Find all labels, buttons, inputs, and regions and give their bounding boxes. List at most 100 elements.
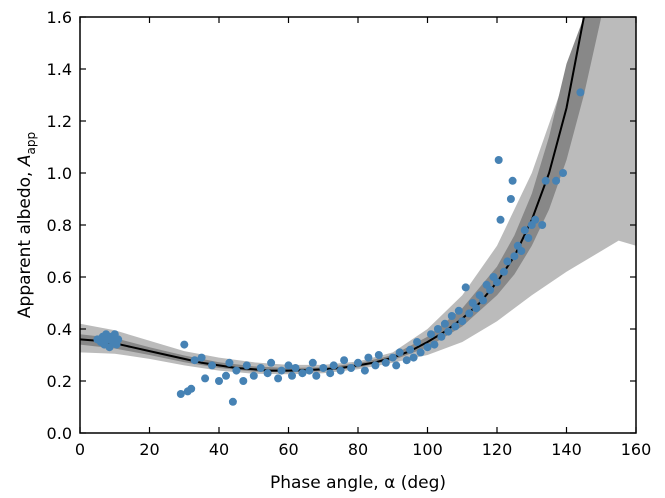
fit-curve-line <box>80 17 585 372</box>
data-point <box>510 252 519 261</box>
data-point <box>541 176 550 185</box>
data-point <box>531 215 540 224</box>
data-point <box>461 283 470 292</box>
data-point <box>508 176 517 185</box>
x-tick-label: 160 <box>621 440 652 459</box>
data-point <box>444 327 453 336</box>
data-point <box>496 215 505 224</box>
y-tick-label: 0.0 <box>47 424 72 443</box>
data-point <box>242 361 251 370</box>
data-point <box>447 312 456 320</box>
y-axis-ticks: 0.0 0.2 0.4 0.6 0.8 1.0 1.2 1.4 1.6 <box>47 8 636 443</box>
data-point <box>506 195 515 203</box>
data-point <box>336 366 345 375</box>
data-point <box>340 356 349 365</box>
data-point <box>291 364 300 372</box>
data-point <box>305 366 314 375</box>
y-tick-label: 0.4 <box>47 320 72 339</box>
data-point <box>413 338 422 346</box>
data-point <box>288 371 296 380</box>
data-point <box>187 384 196 393</box>
y-tick-label: 0.8 <box>47 216 72 235</box>
data-point <box>308 358 317 367</box>
data-point <box>538 221 547 229</box>
data-point <box>454 306 463 315</box>
x-tick-label: 140 <box>551 440 582 459</box>
data-point <box>576 88 585 97</box>
data-point <box>479 296 488 305</box>
data-point <box>312 371 321 380</box>
data-point <box>451 322 460 331</box>
x-tick-label: 120 <box>482 440 513 459</box>
x-axis-ticks: 0 20 40 60 80 100 120 140 160 <box>75 17 651 459</box>
x-tick-label: 60 <box>278 440 298 459</box>
data-point <box>440 319 449 328</box>
data-point <box>430 340 439 349</box>
y-tick-label: 1.2 <box>47 112 72 131</box>
x-axis-label: Phase angle, α (deg) <box>270 473 446 493</box>
data-point <box>517 247 526 255</box>
data-point <box>354 358 362 367</box>
y-tick-label: 1.6 <box>47 8 72 27</box>
x-tick-label: 80 <box>348 440 368 459</box>
y-axis-label: Apparent albedo, Aapp <box>15 132 38 318</box>
data-point <box>360 366 369 375</box>
data-point <box>277 366 286 375</box>
data-point <box>499 267 508 276</box>
y-tick-label: 0.2 <box>47 372 72 391</box>
data-point <box>392 361 401 370</box>
data-point <box>256 364 265 372</box>
y-tick-label: 0.6 <box>47 268 72 287</box>
data-point <box>524 234 533 242</box>
data-point <box>494 156 503 164</box>
data-point <box>201 374 210 383</box>
data-point <box>274 374 283 383</box>
data-point <box>552 176 561 185</box>
data-point <box>437 332 446 341</box>
x-tick-label: 20 <box>139 440 159 459</box>
data-point <box>222 371 230 380</box>
data-point <box>267 358 276 367</box>
x-tick-label: 0 <box>75 440 85 459</box>
data-point <box>433 325 442 333</box>
data-point <box>388 353 397 362</box>
data-point <box>402 356 411 365</box>
data-point <box>374 351 383 359</box>
data-point <box>371 361 380 370</box>
data-point <box>406 345 415 354</box>
data-point <box>225 358 234 367</box>
data-point <box>228 397 237 406</box>
data-point <box>409 353 418 362</box>
y-tick-label: 1.4 <box>47 60 72 79</box>
data-point <box>493 278 501 287</box>
data-point <box>364 353 373 362</box>
data-point <box>180 340 189 349</box>
data-point <box>232 366 241 375</box>
data-point <box>190 356 199 365</box>
data-point <box>197 353 206 362</box>
data-point <box>176 390 185 398</box>
data-point <box>284 361 293 370</box>
data-point <box>395 348 404 357</box>
data-point <box>465 309 474 318</box>
data-point <box>427 330 435 339</box>
data-point <box>329 361 338 370</box>
data-point <box>215 377 223 385</box>
x-tick-label: 100 <box>412 440 443 459</box>
data-point <box>416 348 425 357</box>
y-tick-label: 1.0 <box>47 164 72 183</box>
data-point <box>319 364 328 372</box>
data-point <box>114 335 123 344</box>
data-point <box>326 369 335 378</box>
data-point <box>423 343 432 352</box>
data-point <box>503 257 512 266</box>
data-point <box>520 226 529 235</box>
data-point <box>239 377 248 385</box>
data-point <box>347 364 356 372</box>
data-points <box>93 88 585 406</box>
data-point <box>263 369 272 378</box>
data-point <box>298 369 307 378</box>
data-point <box>486 286 495 294</box>
data-point <box>249 371 258 380</box>
